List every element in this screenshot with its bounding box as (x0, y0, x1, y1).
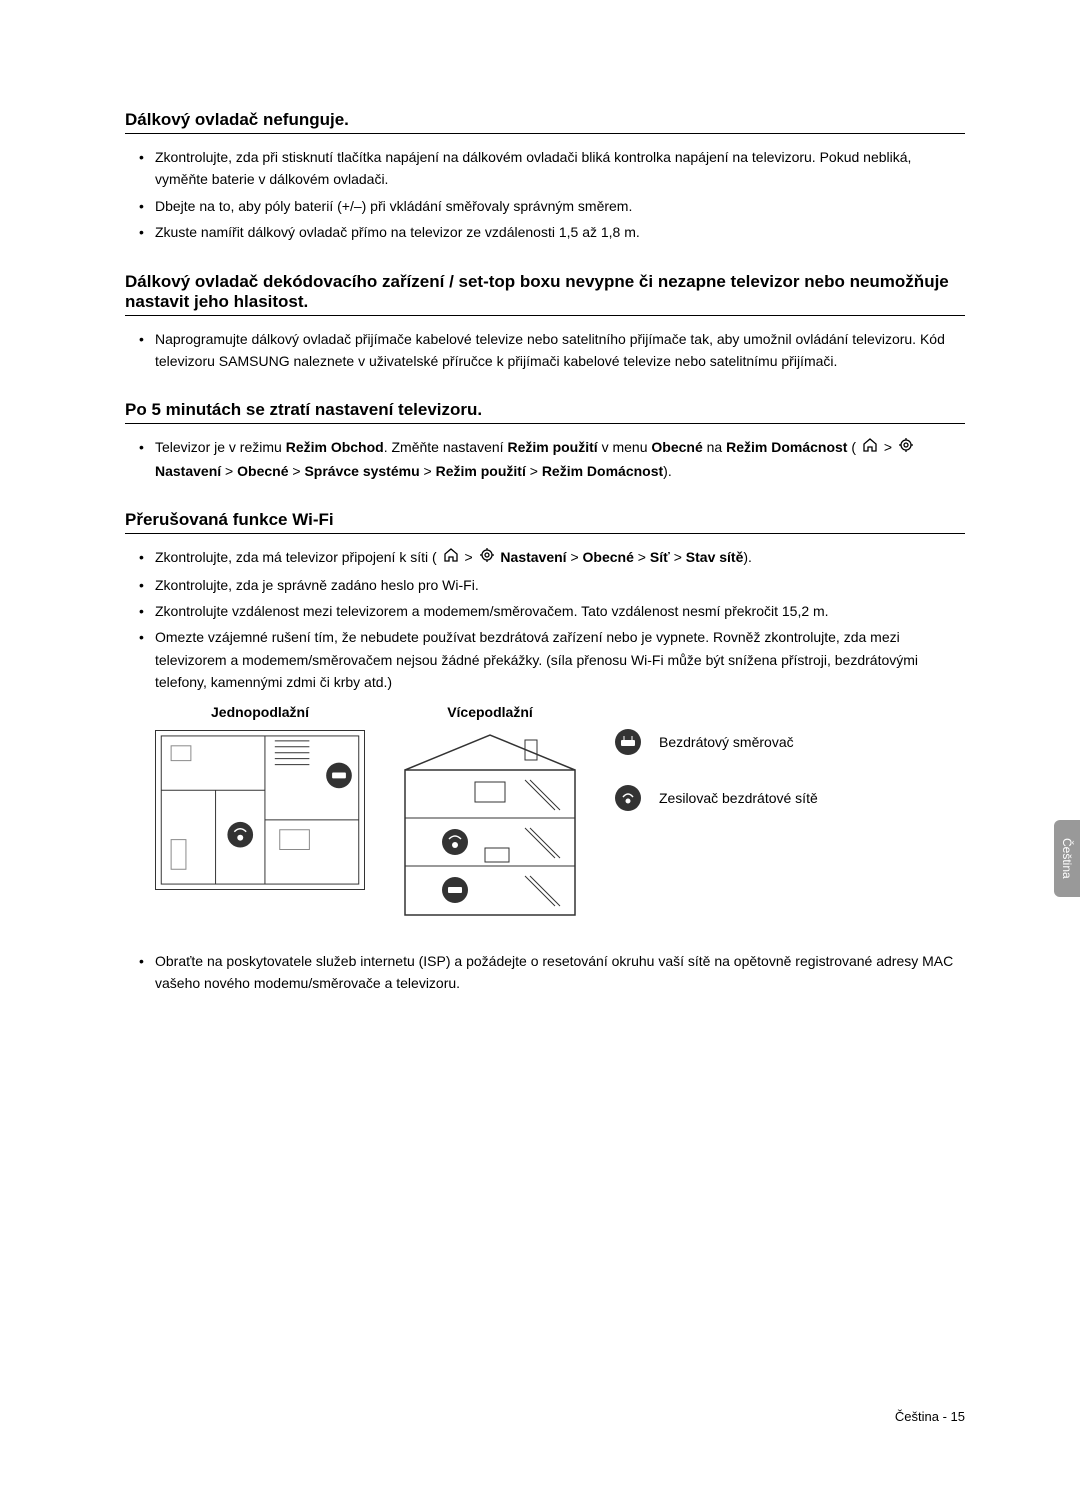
bold-text: Obecné (651, 439, 702, 455)
section-settop-remote: Dálkový ovladač dekódovacího zařízení / … (125, 272, 965, 373)
text: ). (743, 549, 752, 565)
section-remote-not-working: Dálkový ovladač nefunguje. Zkontrolujte,… (125, 110, 965, 244)
path-item: Režim použití (436, 463, 526, 479)
list-item: Dbejte na to, aby póly baterií (+/–) při… (155, 195, 965, 217)
separator: > (221, 463, 237, 479)
legend-item-extender: Zesilovač bezdrátové sítě (615, 785, 818, 811)
text: Zkontrolujte, zda má televizor připojení… (155, 549, 437, 565)
legend-item-router: Bezdrátový směrovač (615, 729, 818, 755)
list-item: Zkontrolujte, zda má televizor připojení… (155, 546, 965, 569)
section-heading: Dálkový ovladač dekódovacího zařízení / … (125, 272, 965, 316)
text: na (703, 439, 726, 455)
list-item: Obraťte na poskytovatele služeb internet… (155, 950, 965, 995)
list-item: Omezte vzájemné rušení tím, že nebudete … (155, 626, 965, 693)
router-icon (615, 729, 641, 755)
home-icon (862, 437, 878, 459)
text: . Změňte nastavení (384, 439, 508, 455)
extender-icon (615, 785, 641, 811)
path-item: Nastavení (500, 549, 566, 565)
path-item: Správce systému (304, 463, 419, 479)
path-item: Režim Domácnost (542, 463, 663, 479)
separator: > (567, 549, 583, 565)
path-item: Síť (650, 549, 670, 565)
section-wifi-intermittent: Přerušovaná funkce Wi-Fi Zkontrolujte, z… (125, 510, 965, 994)
bullet-list: Zkontrolujte, zda při stisknutí tlačítka… (125, 146, 965, 244)
path-item: Stav sítě (686, 549, 744, 565)
separator: > (420, 463, 436, 479)
diagrams-row: Jednopodlažní (125, 704, 965, 920)
separator: > (884, 439, 896, 455)
text: v menu (598, 439, 652, 455)
legend-label: Bezdrátový směrovač (659, 734, 794, 750)
legend-label: Zesilovač bezdrátové sítě (659, 790, 818, 806)
bullet-list: Obraťte na poskytovatele služeb internet… (125, 950, 965, 995)
path-item: Obecné (583, 549, 634, 565)
list-item: Zkuste namířit dálkový ovladač přímo na … (155, 221, 965, 243)
heading-text: Dálkový ovladač dekódovacího zařízení / … (125, 272, 949, 311)
diagram-title: Jednopodlažní (211, 704, 309, 720)
bullet-list: Televizor je v režimu Režim Obchod. Změň… (125, 436, 965, 482)
list-item: Zkontrolujte vzdálenost mezi televizorem… (155, 600, 965, 622)
floorplan-diagram (155, 730, 365, 890)
language-tab: Čeština (1054, 820, 1080, 897)
bold-text: Režim Domácnost (726, 439, 847, 455)
home-icon (443, 547, 459, 569)
gear-icon (898, 437, 914, 459)
list-item: Zkontrolujte, zda při stisknutí tlačítka… (155, 146, 965, 191)
separator: > (634, 549, 650, 565)
section-heading: Přerušovaná funkce Wi-Fi (125, 510, 965, 534)
list-item: Zkontrolujte, zda je správně zadáno hesl… (155, 574, 965, 596)
section-heading: Dálkový ovladač nefunguje. (125, 110, 965, 134)
section-5min-settings-lost: Po 5 minutách se ztratí nastavení televi… (125, 400, 965, 482)
path-item: Obecné (237, 463, 288, 479)
house-section-diagram (385, 730, 595, 920)
diagram-single-story: Jednopodlažní (155, 704, 365, 920)
gear-icon (479, 547, 495, 569)
separator: > (288, 463, 304, 479)
list-item: Naprogramujte dálkový ovladač přijímače … (155, 328, 965, 373)
text: ( (847, 439, 856, 455)
heading-text: Po 5 minutách se ztratí nastavení televi… (125, 400, 482, 419)
diagram-legend: Bezdrátový směrovač Zesilovač bezdrátové… (615, 704, 818, 920)
text: Televizor je v režimu (155, 439, 286, 455)
page-footer: Čeština - 15 (895, 1409, 965, 1424)
bullet-list: Zkontrolujte, zda má televizor připojení… (125, 546, 965, 693)
separator: > (670, 549, 686, 565)
heading-text: Dálkový ovladač nefunguje. (125, 110, 349, 129)
bullet-list: Naprogramujte dálkový ovladač přijímače … (125, 328, 965, 373)
separator: > (464, 549, 476, 565)
section-heading: Po 5 minutách se ztratí nastavení televi… (125, 400, 965, 424)
diagram-multi-story: Vícepodlažní (385, 704, 595, 920)
path-item: Nastavení (155, 463, 221, 479)
diagram-title: Vícepodlažní (447, 704, 533, 720)
bold-text: Režim použití (507, 439, 597, 455)
text: ). (663, 463, 672, 479)
separator: > (526, 463, 542, 479)
list-item: Televizor je v režimu Režim Obchod. Změň… (155, 436, 965, 482)
bold-text: Režim Obchod (286, 439, 384, 455)
heading-text: Přerušovaná funkce Wi-Fi (125, 510, 334, 529)
